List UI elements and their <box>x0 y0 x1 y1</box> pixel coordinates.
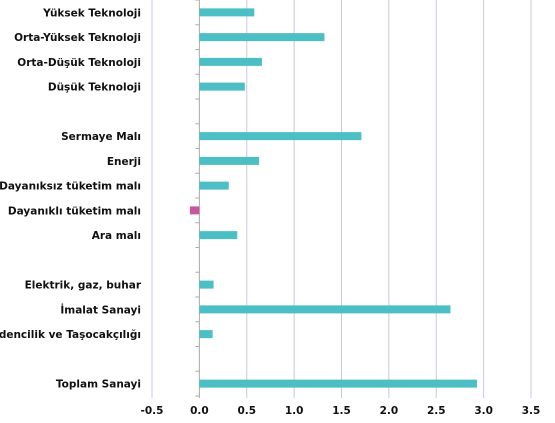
category-label: İmalat Sanayi <box>60 302 141 316</box>
category-label: Düşük Teknoloji <box>48 82 141 94</box>
category-label: Enerji <box>107 156 141 168</box>
bar <box>199 305 451 314</box>
x-tick-label: 0.0 <box>190 405 209 417</box>
bar <box>199 231 238 240</box>
x-tick-label: 1.5 <box>332 405 351 417</box>
x-tick-label: 2.5 <box>427 405 446 417</box>
x-tick-label: -0.5 <box>141 405 164 417</box>
bar <box>199 57 262 66</box>
bar <box>199 330 213 339</box>
category-label: Sermaye Malı <box>61 131 141 143</box>
bar <box>199 82 245 91</box>
category-label: Orta-Yüksek Teknoloji <box>14 32 141 44</box>
bar <box>199 156 260 165</box>
category-labels: Yüksek Teknoloji Orta-Yüksek Teknoloji Ort… <box>0 7 142 390</box>
category-label: Toplam Sanayi <box>56 379 141 391</box>
bar <box>199 379 477 388</box>
x-tick-label: 3.0 <box>474 405 493 417</box>
category-label: Yüksek Teknoloji <box>42 7 141 19</box>
zero-axis <box>195 0 200 398</box>
category-label: Dayanıksız tüketim malı <box>0 181 141 193</box>
category-label: Dayanıklı tüketim malı <box>8 205 141 217</box>
x-tick-label: 2.0 <box>380 405 399 417</box>
x-tick-labels: -0.5 0.0 0.5 1.0 1.5 2.0 2.5 3.0 3.5 <box>141 405 541 417</box>
bar <box>199 181 229 190</box>
bar <box>199 8 255 17</box>
x-tick-label: 3.5 <box>522 405 541 417</box>
bar <box>199 280 214 289</box>
bar <box>199 33 325 42</box>
x-tick-label: 0.5 <box>237 405 256 417</box>
bar <box>199 132 362 141</box>
gridlines <box>151 0 532 398</box>
category-label: Ara malı <box>92 230 141 242</box>
category-label: Orta-Düşük Teknoloji <box>17 57 141 69</box>
x-tick-label: 1.0 <box>285 405 304 417</box>
category-label: Madencilik ve Taşocakçılığı <box>0 329 141 341</box>
bars <box>189 8 477 388</box>
bar <box>189 206 200 215</box>
category-label: Elektrik, gaz, buhar <box>25 280 142 292</box>
